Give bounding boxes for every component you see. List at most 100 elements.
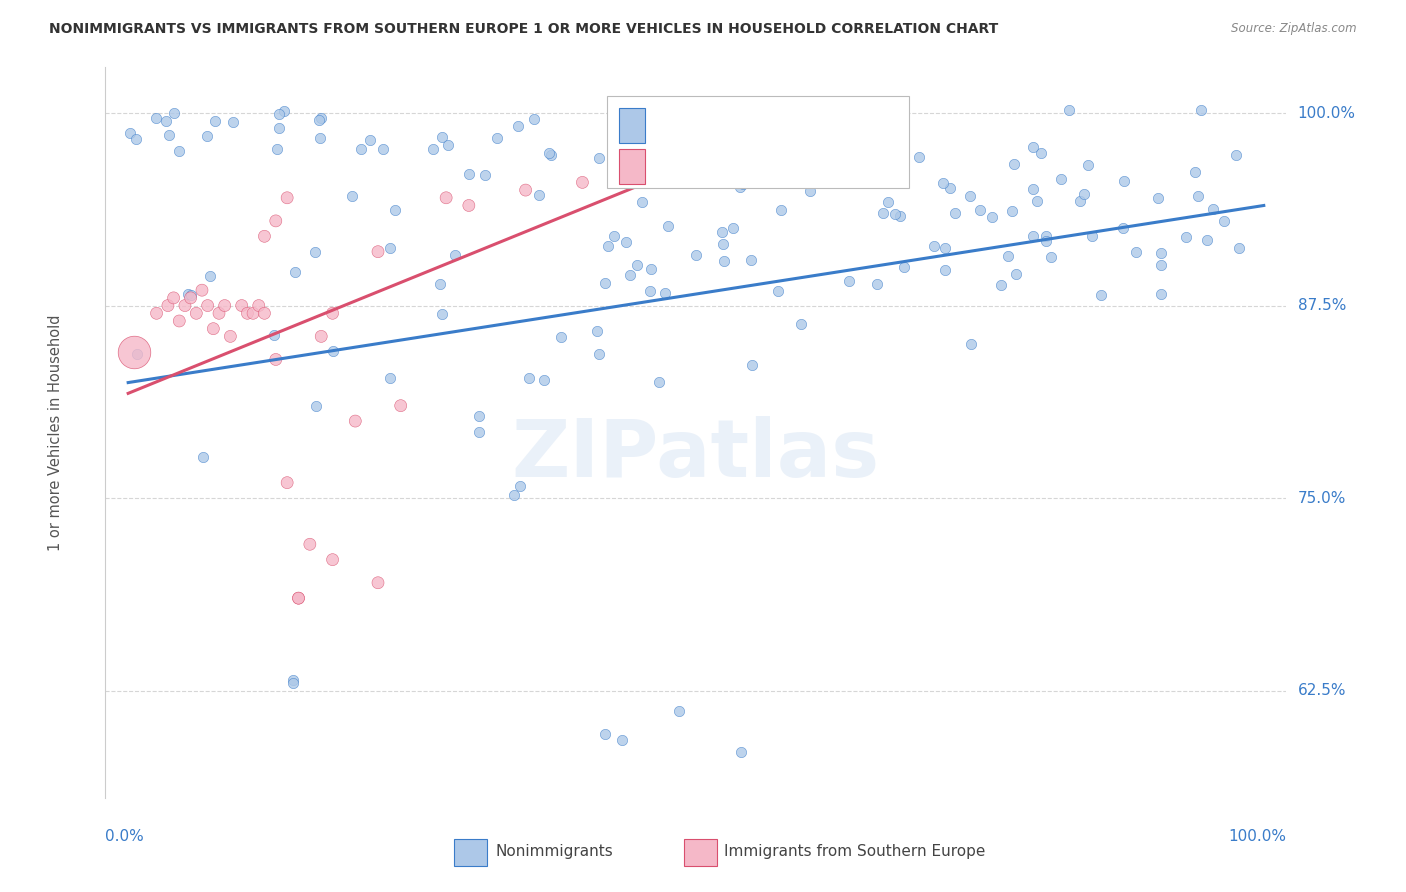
Point — [350, 142, 373, 156]
Point — [630, 194, 652, 209]
Point — [938, 180, 960, 194]
Text: 0.260: 0.260 — [697, 116, 749, 135]
Point — [586, 324, 609, 338]
Point — [371, 142, 394, 156]
Point — [309, 112, 332, 126]
Point — [931, 176, 953, 190]
Point — [236, 306, 259, 320]
Text: N =: N = — [759, 116, 806, 135]
Point — [1187, 188, 1209, 202]
Point — [344, 414, 367, 428]
Point — [648, 376, 671, 390]
Point — [588, 152, 610, 166]
Point — [721, 221, 744, 235]
Point — [1213, 214, 1236, 228]
Point — [342, 188, 364, 202]
Point — [1073, 186, 1095, 201]
Bar — [685, 838, 717, 866]
Point — [264, 352, 287, 367]
Point — [1080, 229, 1102, 244]
Point — [728, 180, 751, 194]
Point — [922, 239, 945, 253]
Point — [799, 184, 821, 198]
Text: NONIMMIGRANTS VS IMMIGRANTS FROM SOUTHERN EUROPE 1 OR MORE VEHICLES IN HOUSEHOLD: NONIMMIGRANTS VS IMMIGRANTS FROM SOUTHER… — [49, 22, 998, 37]
Point — [1049, 171, 1071, 186]
Point — [145, 111, 167, 125]
Point — [768, 284, 790, 298]
Point — [287, 591, 309, 606]
Point — [1149, 287, 1171, 301]
Point — [167, 144, 190, 158]
Point — [322, 343, 344, 358]
Point — [713, 254, 735, 268]
Point — [1150, 259, 1173, 273]
Point — [322, 552, 344, 566]
Text: 1 or more Vehicles in Household: 1 or more Vehicles in Household — [48, 314, 63, 551]
Text: Source: ZipAtlas.com: Source: ZipAtlas.com — [1232, 22, 1357, 36]
Point — [643, 142, 665, 156]
Point — [602, 150, 624, 164]
Point — [1184, 165, 1206, 179]
Point — [654, 286, 676, 301]
Point — [169, 314, 191, 328]
Point — [508, 119, 530, 133]
Point — [883, 207, 905, 221]
Point — [281, 676, 304, 690]
Point — [1002, 157, 1025, 171]
Point — [838, 274, 860, 288]
Point — [527, 188, 550, 202]
Point — [1022, 182, 1045, 196]
Point — [685, 248, 707, 262]
Point — [162, 291, 184, 305]
Point — [990, 278, 1012, 293]
Point — [1057, 103, 1080, 117]
Point — [980, 210, 1002, 224]
Point — [711, 237, 734, 252]
Text: N =: N = — [759, 158, 806, 176]
Point — [515, 183, 537, 197]
Point — [309, 130, 332, 145]
Point — [186, 306, 208, 320]
Point — [610, 732, 633, 747]
Point — [157, 128, 180, 142]
Point — [863, 149, 886, 163]
Point — [571, 175, 593, 189]
Point — [889, 209, 911, 223]
Text: Nonimmigrants: Nonimmigrants — [495, 844, 613, 859]
Point — [197, 299, 219, 313]
Text: 38: 38 — [824, 158, 852, 176]
Point — [872, 206, 894, 220]
Point — [163, 105, 186, 120]
Point — [389, 399, 412, 413]
Point — [276, 475, 298, 490]
Point — [934, 263, 956, 277]
Point — [174, 299, 197, 313]
Point — [281, 673, 304, 687]
Point — [1202, 202, 1225, 216]
Point — [769, 202, 792, 217]
Point — [264, 214, 287, 228]
Point — [593, 726, 616, 740]
Point — [458, 167, 481, 181]
Point — [457, 198, 479, 212]
Point — [298, 537, 321, 551]
Point — [523, 112, 546, 126]
Point — [422, 142, 444, 156]
Text: 100.0%: 100.0% — [1229, 829, 1286, 844]
Point — [430, 129, 453, 144]
Point — [1035, 228, 1057, 243]
Point — [799, 142, 821, 156]
Point — [360, 132, 382, 146]
Point — [284, 265, 307, 279]
Point — [384, 202, 406, 217]
Point — [198, 269, 221, 284]
Point — [807, 103, 830, 117]
Point — [907, 150, 929, 164]
Point — [537, 146, 560, 161]
Point — [596, 239, 619, 253]
Point — [253, 306, 276, 320]
Point — [686, 136, 709, 150]
Point — [1146, 190, 1168, 204]
Point — [943, 206, 966, 220]
Point — [145, 306, 167, 320]
